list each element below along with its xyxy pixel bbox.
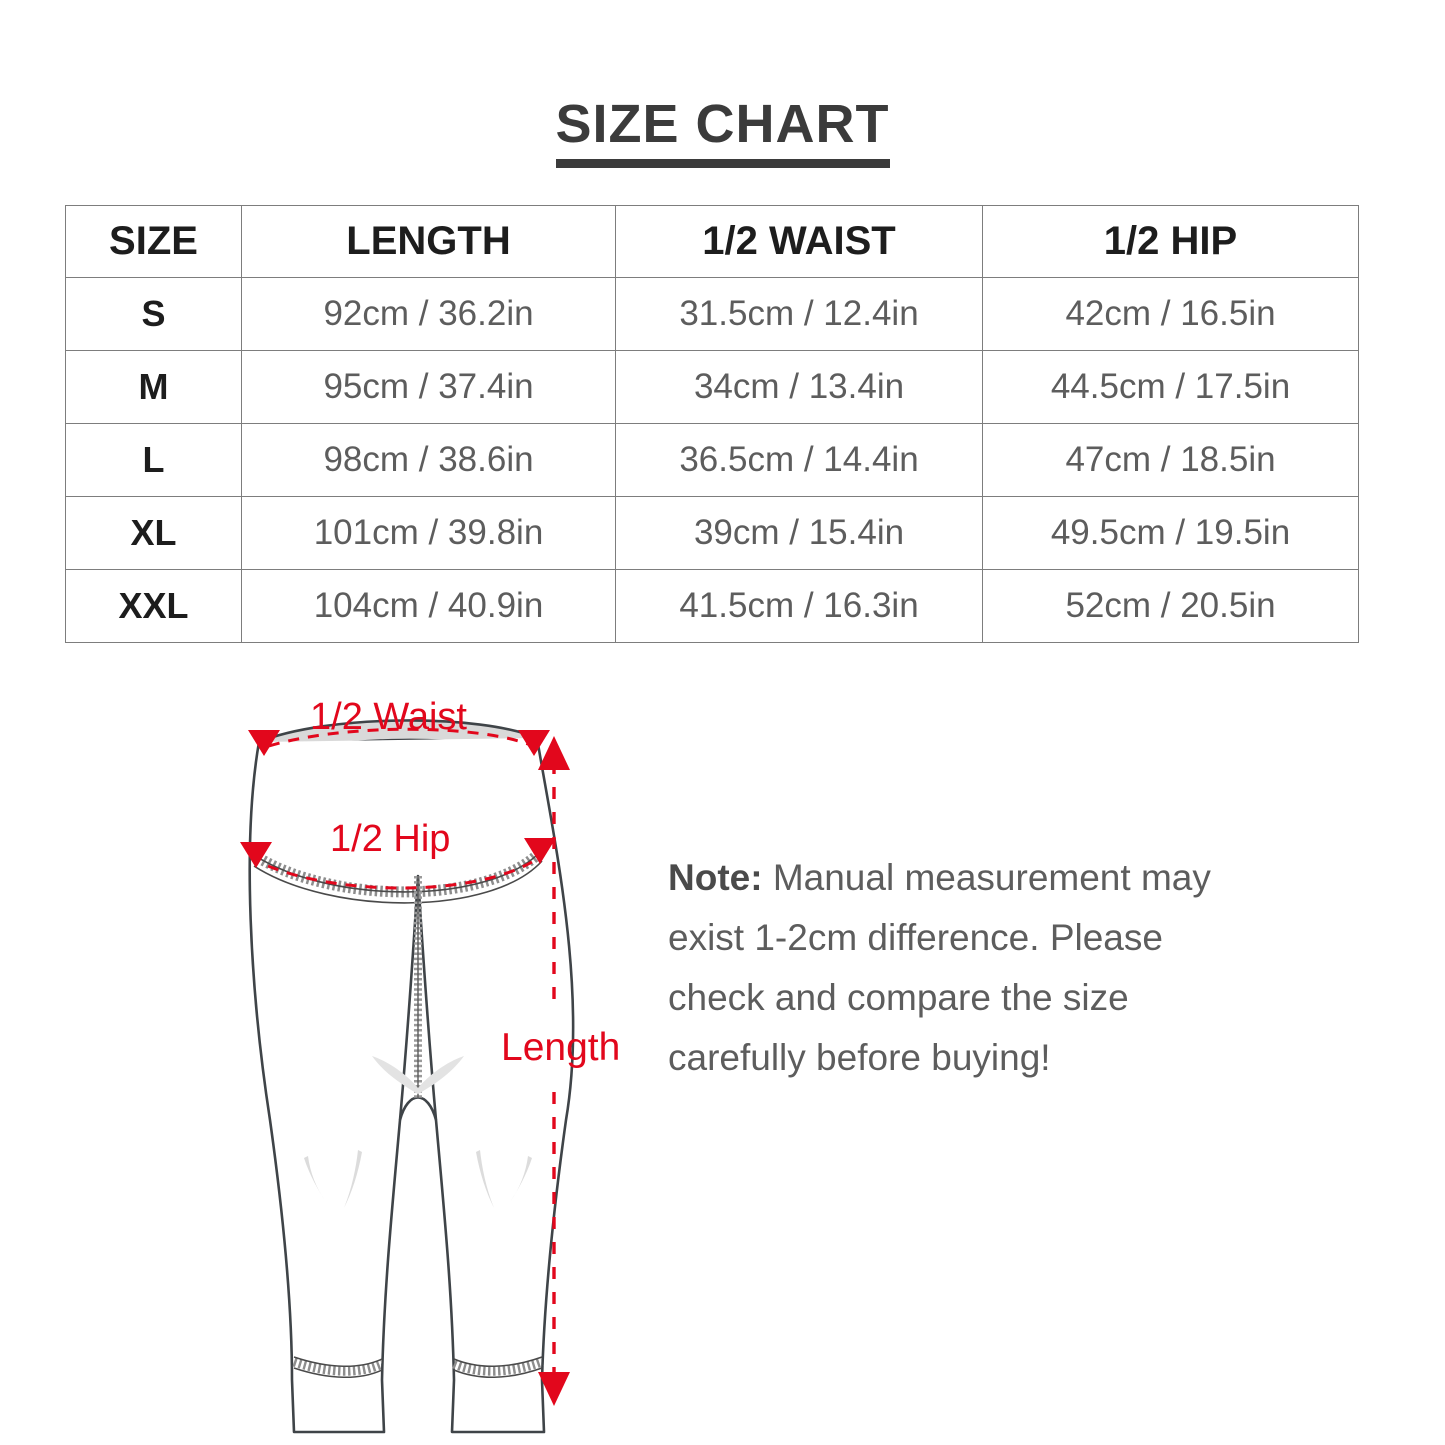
title-underline	[555, 158, 890, 168]
cell-waist: 41.5cm / 16.3in	[615, 569, 983, 643]
column-header-hip: 1/2 HIP	[982, 205, 1359, 278]
length-arrow-bottom	[538, 1372, 570, 1406]
note-text: Manual measurement may exist 1-2cm diffe…	[668, 857, 1211, 1078]
ankle-cuff-stitching-right	[452, 1357, 544, 1376]
column-header-waist: 1/2 WAIST	[615, 205, 983, 278]
crotch-seam	[398, 1096, 438, 1121]
cell-waist: 39cm / 15.4in	[615, 496, 983, 570]
page-title: SIZE CHART	[555, 94, 890, 176]
cell-hip: 52cm / 20.5in	[982, 569, 1359, 643]
waist-arrow-left	[248, 730, 280, 756]
ankle-cuff-line-left-bottom	[293, 1367, 383, 1378]
length-arrow-top	[538, 736, 570, 770]
knee-shade-left-inner	[344, 1150, 362, 1208]
table-row: S 92cm / 36.2in 31.5cm / 12.4in 42cm / 1…	[65, 277, 1359, 351]
waist-annotation-label: 1/2 Waist	[310, 696, 467, 738]
gusset-shade-left	[372, 1056, 418, 1094]
note-block: Note: Manual measurement may exist 1-2cm…	[668, 848, 1228, 1088]
ankle-cuff-line-right-top	[453, 1356, 543, 1367]
cell-length: 92cm / 36.2in	[241, 277, 616, 351]
cell-hip: 44.5cm / 17.5in	[982, 350, 1359, 424]
cell-length: 101cm / 39.8in	[241, 496, 616, 570]
table-row: L 98cm / 38.6in 36.5cm / 14.4in 47cm / 1…	[65, 423, 1359, 497]
cell-length: 104cm / 40.9in	[241, 569, 616, 643]
waist-arrow-right	[518, 730, 550, 756]
hip-arrow-right	[524, 838, 556, 864]
cell-size: M	[65, 350, 242, 424]
cell-waist: 34cm / 13.4in	[615, 350, 983, 424]
table-row: XXL 104cm / 40.9in 41.5cm / 16.3in 52cm …	[65, 569, 1359, 643]
knee-shade-right-outer	[510, 1156, 532, 1202]
ankle-cuff-line-right-bottom	[453, 1367, 543, 1378]
hip-annotation-label: 1/2 Hip	[330, 818, 451, 860]
table-row: M 95cm / 37.4in 34cm / 13.4in 44.5cm / 1…	[65, 350, 1359, 424]
cell-hip: 49.5cm / 19.5in	[982, 496, 1359, 570]
cell-size: L	[65, 423, 242, 497]
cell-waist: 36.5cm / 14.4in	[615, 423, 983, 497]
hip-measure-line	[267, 860, 533, 890]
cell-size: S	[65, 277, 242, 351]
hip-yoke-line-bottom	[253, 860, 543, 904]
knee-shade-left-outer	[304, 1156, 326, 1202]
length-annotation-label: Length	[501, 1026, 621, 1069]
cell-length: 98cm / 38.6in	[241, 423, 616, 497]
cell-size: XL	[65, 496, 242, 570]
table-header-row: SIZE LENGTH 1/2 WAIST 1/2 HIP	[65, 205, 1359, 278]
note-prefix: Note:	[668, 857, 763, 898]
hip-arrow-left	[240, 842, 272, 868]
page-title-text: SIZE CHART	[555, 94, 890, 154]
column-header-length: LENGTH	[241, 205, 616, 278]
leggings-diagram	[232, 690, 662, 1435]
cell-hip: 42cm / 16.5in	[982, 277, 1359, 351]
column-header-size: SIZE	[65, 205, 242, 278]
cell-size: XXL	[65, 569, 242, 643]
ankle-cuff-line-left-top	[293, 1356, 383, 1367]
knee-shade-right-inner	[476, 1150, 494, 1208]
cell-length: 95cm / 37.4in	[241, 350, 616, 424]
table-row: XL 101cm / 39.8in 39cm / 15.4in 49.5cm /…	[65, 496, 1359, 570]
cell-waist: 31.5cm / 12.4in	[615, 277, 983, 351]
gusset-shade-right	[418, 1056, 464, 1094]
ankle-cuff-stitching-left	[292, 1357, 384, 1376]
size-chart-table: SIZE LENGTH 1/2 WAIST 1/2 HIP S 92cm / 3…	[65, 205, 1359, 643]
cell-hip: 47cm / 18.5in	[982, 423, 1359, 497]
page-title-container: SIZE CHART	[0, 96, 1445, 176]
